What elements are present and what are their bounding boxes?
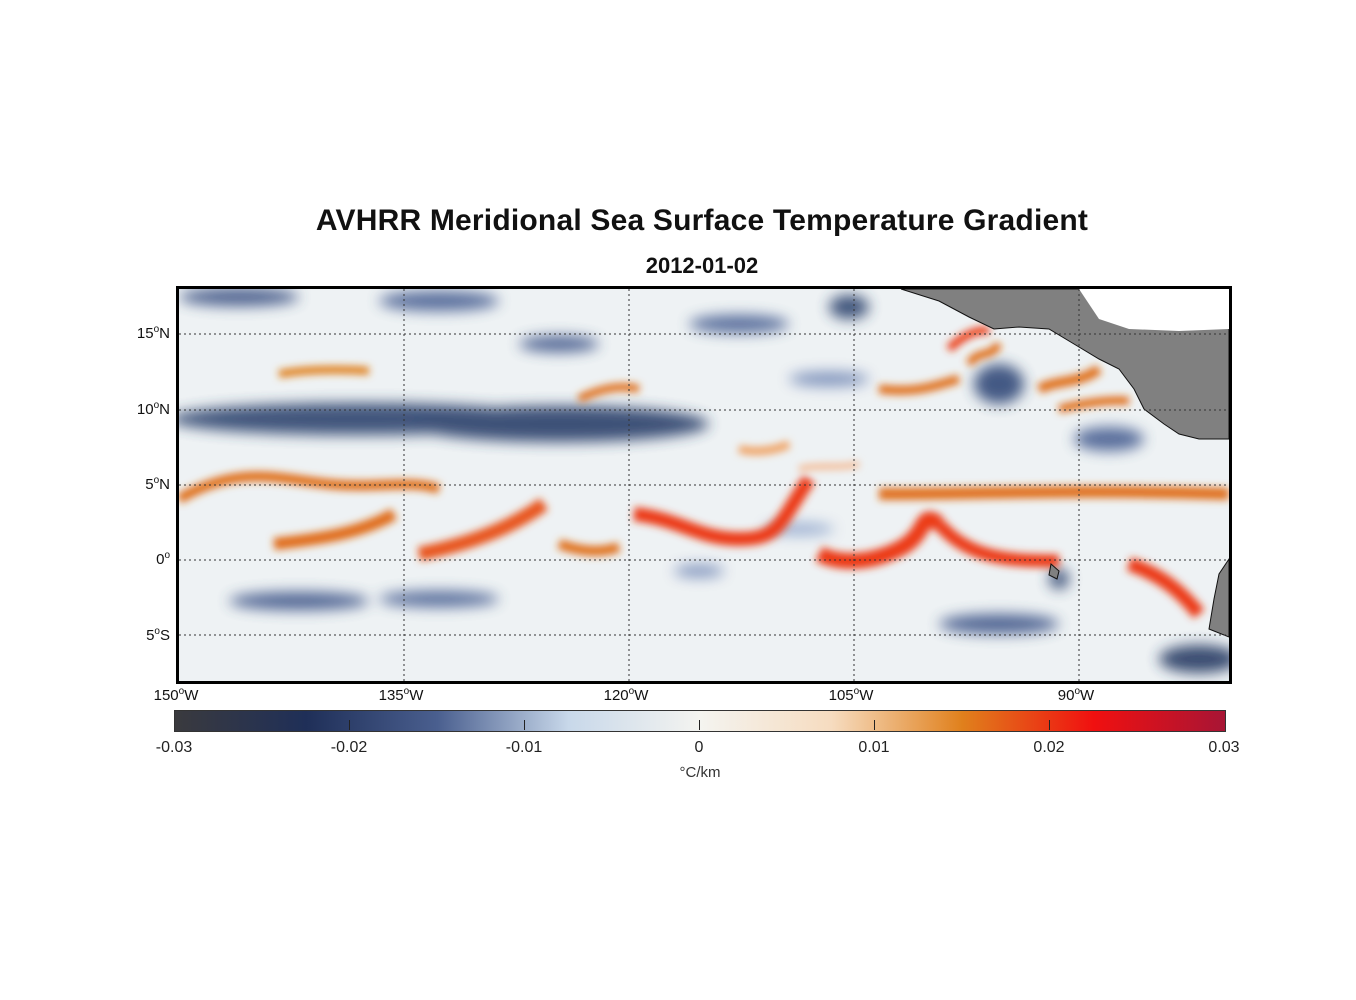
negative-gradient-features <box>179 289 1229 673</box>
colorbar-tick <box>699 720 700 730</box>
colorbar-tick <box>1049 720 1050 730</box>
colorbar-label: 0 <box>694 739 704 756</box>
map-panel <box>176 286 1232 684</box>
colorbar-tick <box>349 720 350 730</box>
colorbar-tick <box>524 720 525 730</box>
lon-label-105w: 105oW <box>828 686 874 704</box>
colorbar-tick <box>874 720 875 730</box>
lat-label-10n: 10oN <box>136 400 170 418</box>
colorbar-label: 0.03 <box>1208 739 1240 756</box>
colorbar-label: 0.01 <box>858 739 890 756</box>
graticule <box>179 289 1229 681</box>
lon-label-120w: 120oW <box>603 686 649 704</box>
colorbar-label: -0.03 <box>155 739 193 756</box>
lat-label-5s: 5oS <box>146 626 170 644</box>
lon-label-90w: 90oW <box>1057 686 1095 704</box>
lat-label-0: 0o <box>156 550 170 568</box>
colorbar-unit: °C/km <box>679 764 721 781</box>
colorbar-label: -0.02 <box>330 739 368 756</box>
colorbar-label: -0.01 <box>505 739 543 756</box>
colorbar-label: 0.02 <box>1033 739 1065 756</box>
lat-label-5n: 5oN <box>145 475 170 493</box>
plot-date: 2012-01-02 <box>645 253 759 278</box>
land-mass <box>900 289 1229 638</box>
lon-label-150w: 150oW <box>153 686 199 704</box>
colorbar <box>174 710 1226 732</box>
plot-title: AVHRR Meridional Sea Surface Temperature… <box>315 204 1089 237</box>
sst-gradient-field <box>179 289 1229 681</box>
lon-label-135w: 135oW <box>378 686 424 704</box>
lat-label-15n: 15oN <box>136 324 170 342</box>
